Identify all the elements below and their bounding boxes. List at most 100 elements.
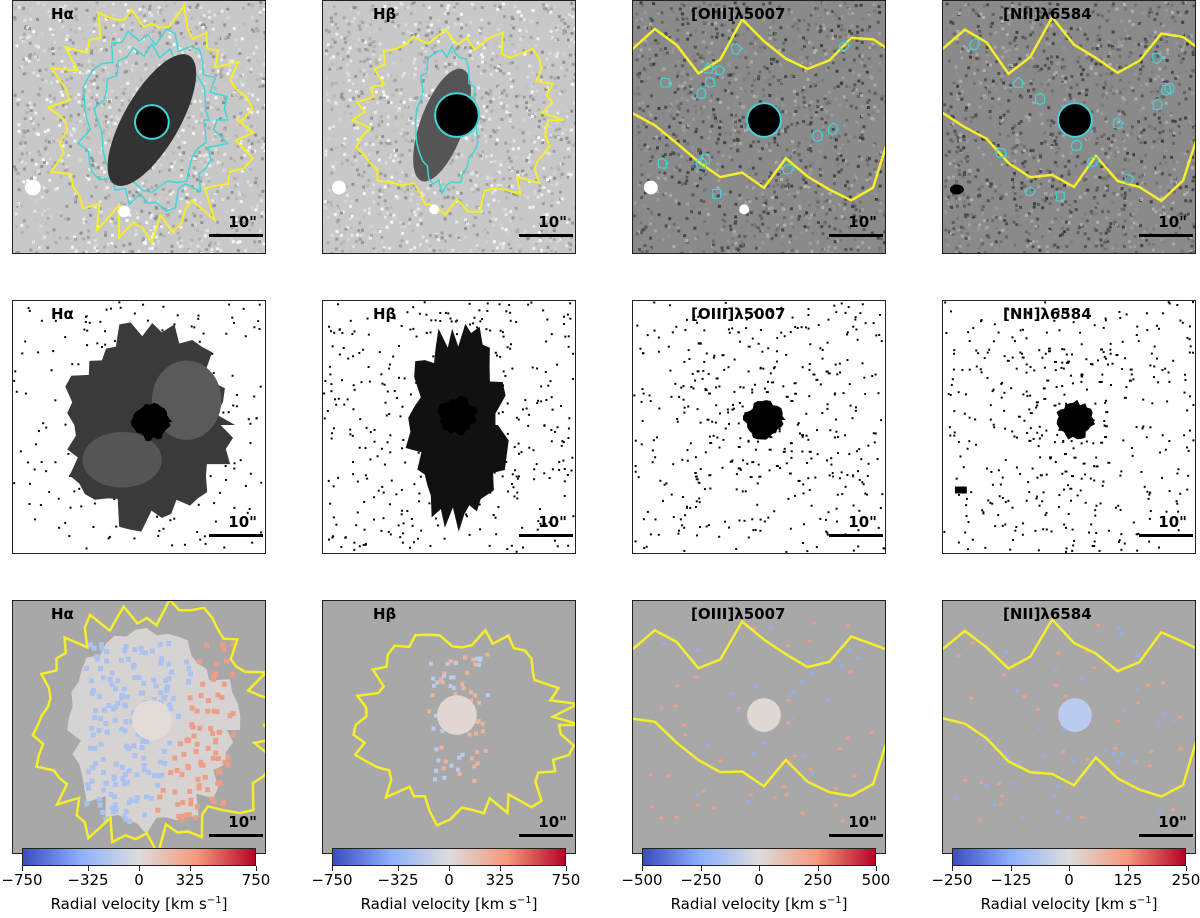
colorbar-tick xyxy=(759,866,760,871)
scalebar-label: 10" xyxy=(1158,813,1187,831)
colorbar-tick xyxy=(642,866,643,871)
colorbar-label-3: Radial velocity [km s−1] xyxy=(671,892,848,913)
mask-row-line-label-1: Hα xyxy=(51,305,74,323)
colorbar-label-exponent: −1 xyxy=(206,895,222,906)
mask-row-panel-4: [NII]λ6584 10" xyxy=(942,300,1196,554)
mask-row-image-2 xyxy=(323,301,575,553)
colorbar-tick xyxy=(398,866,399,871)
colorbar-tick xyxy=(256,866,257,871)
scalebar-label: 10" xyxy=(1158,513,1187,531)
scalebar-label: 10" xyxy=(538,513,567,531)
colorbar-label-end: ] xyxy=(1151,895,1158,913)
colorbar-4 xyxy=(952,848,1186,866)
scalebar-label: 10" xyxy=(848,513,877,531)
velocity-row-image-1 xyxy=(13,601,265,853)
colorbar-tick xyxy=(190,866,191,871)
scalebar-line xyxy=(829,834,883,837)
colorbar-tick xyxy=(22,866,23,871)
flux-contour-row-panel-1: Hα 10" xyxy=(12,0,266,254)
colorbar-label-text: Radial velocity [km s xyxy=(980,895,1137,913)
colorbar-tick xyxy=(1011,866,1012,871)
flux-contour-row-scalebar-4: 10" xyxy=(1139,213,1193,239)
flux-contour-row-line-label-4: [NII]λ6584 xyxy=(1003,5,1092,23)
colorbar-tick xyxy=(1128,866,1129,871)
colorbar-tick xyxy=(88,866,89,871)
colorbar-tick-label: 750 xyxy=(241,871,271,889)
mask-row-line-label-3: [OIII]λ5007 xyxy=(691,305,786,323)
mask-row-scalebar-4: 10" xyxy=(1139,513,1193,539)
mask-row-image-4 xyxy=(943,301,1195,553)
velocity-row-line-label-1: Hα xyxy=(51,605,74,623)
colorbar-label-exponent: −1 xyxy=(1136,895,1152,906)
colorbar-label-4: Radial velocity [km s−1] xyxy=(981,892,1158,913)
velocity-row-scalebar-4: 10" xyxy=(1139,813,1193,839)
colorbar-tick-label: −325 xyxy=(67,871,109,889)
colorbar-tick-label: −750 xyxy=(1,871,43,889)
flux-contour-row-scalebar-3: 10" xyxy=(829,213,883,239)
flux-contour-row-panel-2: Hβ 10" xyxy=(322,0,576,254)
colorbar-tick-label: −325 xyxy=(377,871,419,889)
mask-row-image-1 xyxy=(13,301,265,553)
mask-row-line-label-2: Hβ xyxy=(373,305,397,323)
colorbar-label-text: Radial velocity [km s xyxy=(50,895,207,913)
colorbar-label-end: ] xyxy=(841,895,848,913)
scalebar-line xyxy=(519,834,573,837)
colorbar-tick-label: 325 xyxy=(175,871,205,889)
colorbar-tick-label: 0 xyxy=(1064,871,1074,889)
scalebar-label: 10" xyxy=(228,813,257,831)
velocity-row-line-label-4: [NII]λ6584 xyxy=(1003,605,1092,623)
mask-row-scalebar-3: 10" xyxy=(829,513,883,539)
scalebar-line xyxy=(1139,534,1193,537)
flux-contour-row-panel-4: [NII]λ6584 10" xyxy=(942,0,1196,254)
flux-contour-row-line-label-2: Hβ xyxy=(373,5,397,23)
scalebar-line xyxy=(519,234,573,237)
velocity-row-scalebar-2: 10" xyxy=(519,813,573,839)
colorbar-tick-label: 250 xyxy=(1171,871,1200,889)
scalebar-label: 10" xyxy=(228,213,257,231)
scalebar-line xyxy=(829,534,883,537)
flux-contour-row-line-label-3: [OIII]λ5007 xyxy=(691,5,786,23)
flux-contour-row-image-4 xyxy=(943,1,1195,253)
flux-contour-row-image-2 xyxy=(323,1,575,253)
velocity-row-panel-4: [NII]λ6584 10" xyxy=(942,600,1196,854)
colorbar-label-end: ] xyxy=(531,895,538,913)
colorbar-tick-label: −250 xyxy=(680,871,722,889)
colorbar-tick xyxy=(332,866,333,871)
scalebar-line xyxy=(519,534,573,537)
mask-row-image-3 xyxy=(633,301,885,553)
mask-row-panel-2: Hβ 10" xyxy=(322,300,576,554)
colorbar-tick-label: 0 xyxy=(754,871,764,889)
mask-row-scalebar-1: 10" xyxy=(209,513,263,539)
scalebar-line xyxy=(209,834,263,837)
scalebar-label: 10" xyxy=(848,813,877,831)
colorbar-tick xyxy=(449,866,450,871)
colorbar-label-text: Radial velocity [km s xyxy=(360,895,517,913)
velocity-row-panel-1: Hα 10" xyxy=(12,600,266,854)
scalebar-line xyxy=(829,234,883,237)
scalebar-line xyxy=(1139,834,1193,837)
colorbar-tick xyxy=(876,866,877,871)
colorbar-tick-label: 0 xyxy=(134,871,144,889)
colorbar-tick xyxy=(1186,866,1187,871)
flux-contour-row-scalebar-2: 10" xyxy=(519,213,573,239)
colorbar-tick xyxy=(701,866,702,871)
colorbar-tick-label: 250 xyxy=(803,871,833,889)
colorbar-tick-label: −250 xyxy=(931,871,973,889)
colorbar-tick-label: −125 xyxy=(990,871,1032,889)
scalebar-label: 10" xyxy=(848,213,877,231)
colorbar-tick-label: 500 xyxy=(861,871,891,889)
scalebar-line xyxy=(209,234,263,237)
velocity-row-image-3 xyxy=(633,601,885,853)
scalebar-label: 10" xyxy=(538,813,567,831)
scalebar-label: 10" xyxy=(228,513,257,531)
scalebar-line xyxy=(1139,234,1193,237)
colorbar-tick-label: 0 xyxy=(444,871,454,889)
velocity-row-image-4 xyxy=(943,601,1195,853)
colorbar-3 xyxy=(642,848,876,866)
colorbar-label-end: ] xyxy=(221,895,228,913)
colorbar-label-2: Radial velocity [km s−1] xyxy=(361,892,538,913)
velocity-row-line-label-3: [OIII]λ5007 xyxy=(691,605,786,623)
mask-row-line-label-4: [NII]λ6584 xyxy=(1003,305,1092,323)
mask-row-panel-1: Hα 10" xyxy=(12,300,266,554)
colorbar-tick xyxy=(818,866,819,871)
